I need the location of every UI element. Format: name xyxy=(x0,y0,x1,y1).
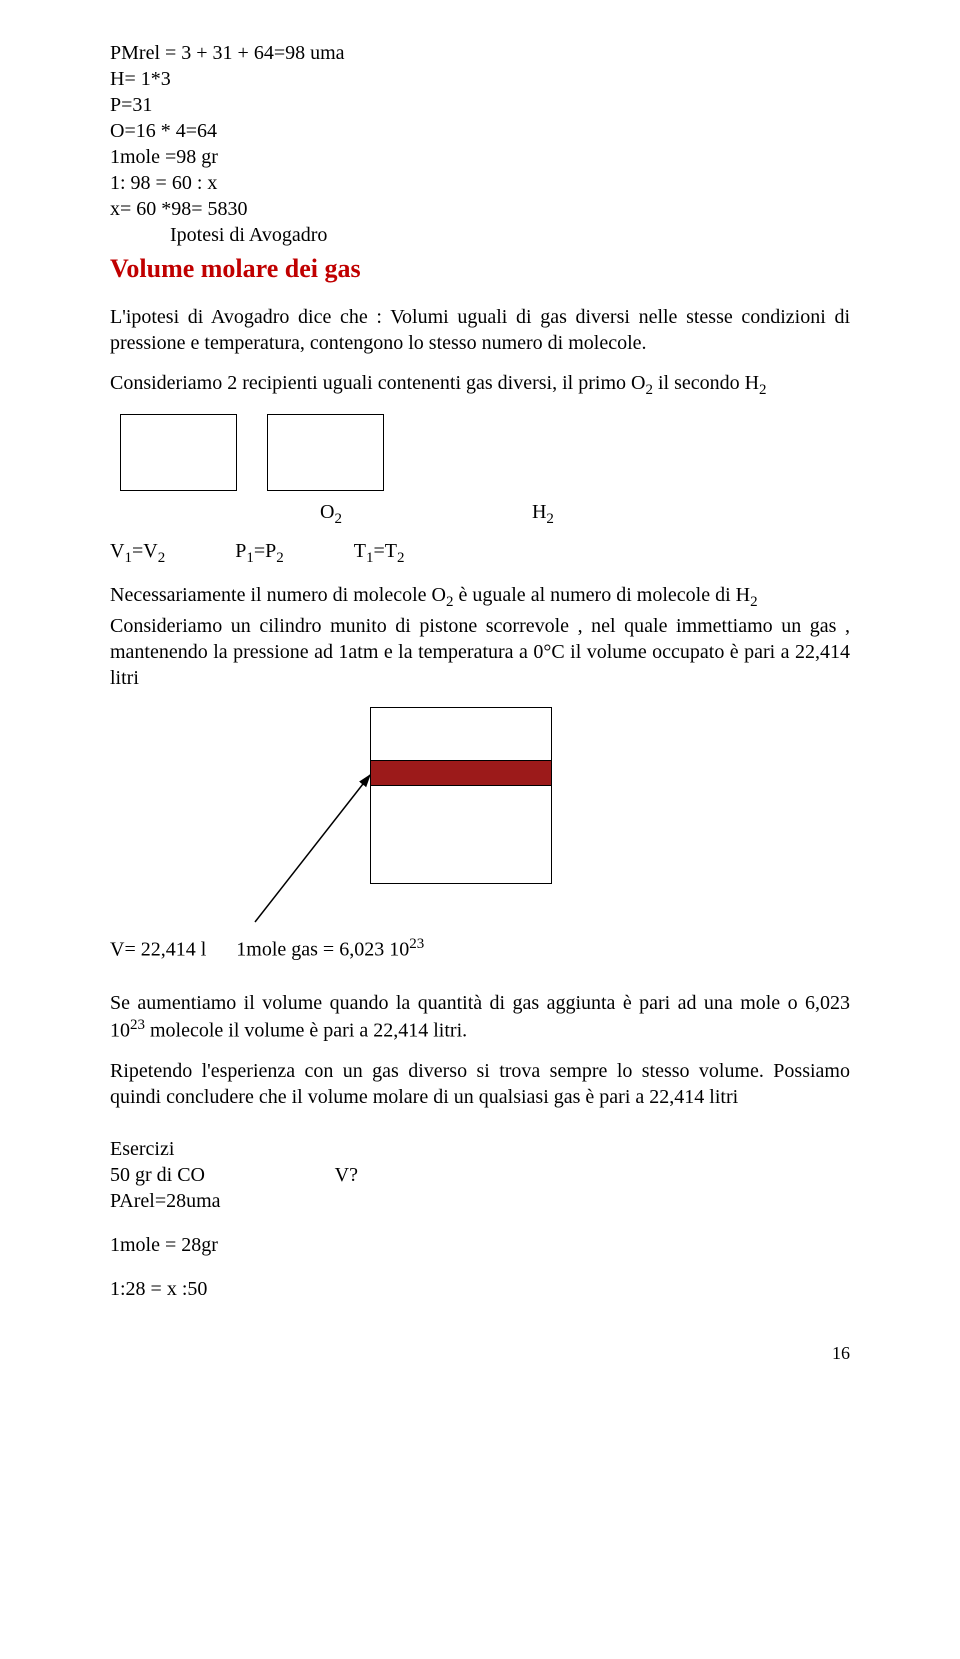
arrow-icon xyxy=(250,767,420,927)
exercise-line: PArel=28uma xyxy=(110,1188,850,1214)
calc-line: PMrel = 3 + 31 + 64=98 uma xyxy=(110,40,850,66)
calc-line: H= 1*3 xyxy=(110,66,850,92)
superscript: 23 xyxy=(130,1017,145,1033)
text-fragment: V? xyxy=(335,1164,358,1186)
text-fragment: Consideriamo un cilindro munito di pisto… xyxy=(110,615,850,689)
exercise-line: 1:28 = x :50 xyxy=(110,1276,850,1302)
eq-t: T1=T2 xyxy=(354,538,405,569)
text-fragment: 1mole gas = 6,023 10 xyxy=(236,938,409,960)
subscript: 2 xyxy=(750,594,758,610)
text-fragment: molecole il volume è pari a 22,414 litri… xyxy=(145,1020,467,1042)
subscript: 2 xyxy=(645,382,653,398)
calc-line: 1: 98 = 60 : x xyxy=(110,170,850,196)
two-containers-diagram xyxy=(120,414,850,491)
text-fragment: Necessariamente il numero di molecole O xyxy=(110,584,446,606)
calc-line: x= 60 *98= 5830 xyxy=(110,196,850,222)
label-o2: O2 xyxy=(320,499,342,530)
page-root: PMrel = 3 + 31 + 64=98 uma H= 1*3 P=31 O… xyxy=(0,0,960,1426)
exercise-line: 50 gr di CO V? xyxy=(110,1162,850,1188)
exercise-line: 1mole = 28gr xyxy=(110,1232,850,1258)
calc-line: O=16 * 4=64 xyxy=(110,118,850,144)
subscript: 2 xyxy=(334,511,342,527)
subscript: 2 xyxy=(759,382,767,398)
subscript: 2 xyxy=(446,594,454,610)
hypothesis-line: Ipotesi di Avogadro xyxy=(110,222,850,248)
exercises-block: Esercizi 50 gr di CO V? PArel=28uma 1mol… xyxy=(110,1136,850,1302)
superscript: 23 xyxy=(409,936,424,952)
paragraph-5: Ripetendo l'esperienza con un gas divers… xyxy=(110,1058,850,1110)
eq-v: V1=V2 xyxy=(110,538,165,569)
paragraph-3: Necessariamente il numero di molecole O2… xyxy=(110,582,850,691)
text-fragment: Consideriamo 2 recipienti uguali contene… xyxy=(110,372,645,394)
exercises-title: Esercizi xyxy=(110,1136,850,1162)
section-title: Volume molare dei gas xyxy=(110,252,850,286)
subscript: 2 xyxy=(546,511,554,527)
volume-line: V= 22,414 l 1mole gas = 6,023 1023 xyxy=(110,935,850,963)
container-box-h2 xyxy=(267,414,384,491)
paragraph-1: L'ipotesi di Avogadro dice che : Volumi … xyxy=(110,304,850,356)
text-fragment: H xyxy=(532,501,546,523)
equalities-line: V1=V2 P1=P2 T1=T2 xyxy=(110,538,850,569)
eq-p: P1=P2 xyxy=(235,538,284,569)
container-box-o2 xyxy=(120,414,237,491)
calc-block: PMrel = 3 + 31 + 64=98 uma H= 1*3 P=31 O… xyxy=(110,40,850,248)
text-fragment: è uguale al numero di molecole di H xyxy=(454,584,751,606)
label-h2: H2 xyxy=(532,499,554,530)
text-fragment: O xyxy=(320,501,334,523)
calc-line: P=31 xyxy=(110,92,850,118)
text-fragment: 50 gr di CO xyxy=(110,1164,205,1186)
page-number: 16 xyxy=(110,1342,850,1365)
paragraph-4: Se aumentiamo il volume quando la quanti… xyxy=(110,990,850,1044)
paragraph-2: Consideriamo 2 recipienti uguali contene… xyxy=(110,370,850,401)
text-fragment: V= 22,414 l xyxy=(110,938,206,960)
container-labels: O2 H2 xyxy=(320,499,850,530)
text-fragment: il secondo H xyxy=(653,372,759,394)
piston-diagram xyxy=(290,707,590,927)
calc-line: 1mole =98 gr xyxy=(110,144,850,170)
